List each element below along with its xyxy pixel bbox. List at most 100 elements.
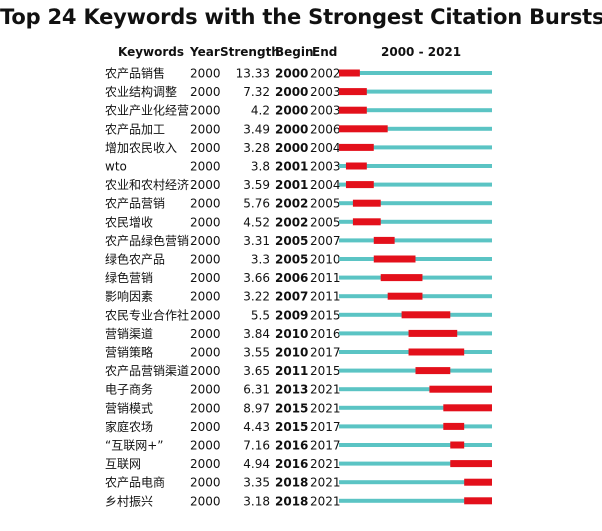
year-value: 2000 — [190, 346, 221, 360]
keyword-label: 农产品加工 — [105, 122, 165, 136]
strength-value: 7.32 — [243, 85, 270, 99]
year-value: 2000 — [190, 85, 221, 99]
keyword-label: 电子商务 — [105, 382, 153, 397]
end-value: 2021 — [310, 457, 341, 471]
strength-value: 3.8 — [251, 160, 270, 174]
strength-value: 3.3 — [251, 253, 270, 267]
begin-value: 2002 — [275, 197, 308, 211]
burst-bar — [352, 199, 381, 207]
strength-value: 13.33 — [236, 67, 270, 81]
timeline-bar — [339, 405, 492, 410]
year-value: 2000 — [190, 197, 221, 211]
burst-bar — [408, 329, 458, 337]
begin-value: 2001 — [275, 178, 308, 192]
end-value: 2006 — [310, 122, 341, 136]
begin-value: 2007 — [275, 290, 308, 304]
strength-value: 6.31 — [243, 383, 270, 397]
burst-bar — [380, 274, 423, 282]
end-value: 2017 — [310, 439, 341, 453]
strength-value: 4.52 — [243, 215, 270, 229]
header-year: Year — [190, 45, 220, 59]
header-range: 2000 - 2021 — [381, 45, 462, 59]
year-value: 2000 — [190, 234, 221, 248]
year-value: 2000 — [190, 160, 221, 174]
year-value: 2000 — [190, 290, 221, 304]
timeline-bar — [339, 71, 492, 75]
timeline-bar — [339, 89, 492, 94]
keyword-label: 绿色营销 — [105, 270, 153, 285]
keyword-label: wto — [105, 160, 127, 174]
burst-bar — [339, 125, 388, 133]
begin-value: 2010 — [275, 327, 308, 341]
year-value: 2000 — [190, 271, 221, 285]
begin-value: 2016 — [275, 457, 308, 471]
strength-value: 7.16 — [243, 439, 270, 453]
begin-value: 2013 — [275, 383, 308, 397]
keyword-label: 互联网 — [105, 457, 141, 471]
strength-value: 4.2 — [251, 104, 270, 118]
end-value: 2021 — [310, 383, 341, 397]
year-value: 2000 — [190, 401, 221, 415]
begin-value: 2009 — [275, 308, 308, 322]
year-value: 2000 — [190, 420, 221, 434]
burst-bar — [464, 478, 492, 486]
year-value: 2000 — [190, 308, 221, 322]
end-value: 2015 — [310, 308, 341, 322]
keyword-label: 家庭农场 — [105, 419, 153, 434]
end-value: 2003 — [310, 160, 341, 174]
burst-bar — [408, 348, 465, 356]
keyword-label: 乡村振兴 — [105, 494, 153, 508]
begin-value: 2002 — [275, 215, 308, 229]
end-value: 2010 — [310, 253, 341, 267]
begin-value: 2000 — [275, 122, 308, 136]
end-value: 2003 — [310, 104, 341, 118]
year-value: 2000 — [190, 457, 221, 471]
keyword-label: 绿色农产品 — [105, 252, 165, 267]
year-value: 2000 — [190, 141, 221, 155]
burst-bar — [401, 311, 451, 319]
end-value: 2021 — [310, 494, 341, 508]
keyword-label: 农产品销售 — [105, 66, 165, 81]
end-value: 2004 — [310, 141, 341, 155]
begin-value: 2011 — [275, 364, 308, 378]
end-value: 2002 — [310, 67, 341, 81]
year-value: 2000 — [190, 383, 221, 397]
timeline-bar — [339, 145, 492, 150]
keyword-label: 农产品营销 — [105, 197, 165, 211]
keyword-label: 农业产业化经营 — [105, 104, 189, 118]
year-value: 2000 — [190, 476, 221, 490]
burst-bar — [387, 292, 423, 300]
year-value: 2000 — [190, 67, 221, 81]
strength-value: 3.31 — [243, 234, 270, 248]
keyword-label: 农业结构调整 — [105, 84, 177, 99]
keyword-label: 营销渠道 — [105, 327, 153, 341]
burst-bar — [352, 218, 381, 226]
end-value: 2021 — [310, 476, 341, 490]
year-value: 2000 — [190, 215, 221, 229]
timeline-bar — [339, 164, 492, 168]
timeline-bar — [339, 498, 492, 503]
keyword-label: 农产品电商 — [105, 475, 165, 490]
strength-value: 3.55 — [243, 346, 270, 360]
strength-value: 4.94 — [243, 457, 270, 471]
year-value: 2000 — [190, 439, 221, 453]
end-value: 2011 — [310, 290, 341, 304]
timeline-bar — [339, 182, 492, 187]
timeline-bar — [339, 201, 492, 206]
begin-value: 2000 — [275, 104, 308, 118]
strength-value: 3.35 — [243, 476, 270, 490]
strength-value: 3.18 — [243, 494, 270, 508]
begin-value: 2006 — [275, 271, 308, 285]
end-value: 2004 — [310, 178, 341, 192]
strength-value: 3.49 — [243, 122, 270, 136]
begin-value: 2005 — [275, 253, 308, 267]
chart-title: Top 24 Keywords with the Strongest Citat… — [0, 5, 602, 29]
year-value: 2000 — [190, 178, 221, 192]
strength-value: 3.65 — [243, 364, 270, 378]
begin-value: 2018 — [275, 494, 308, 508]
header-begin: Begin — [275, 45, 314, 59]
strength-value: 5.5 — [251, 308, 270, 322]
end-value: 2007 — [310, 234, 341, 248]
keyword-label: 影响因素 — [105, 289, 153, 304]
burst-bar — [429, 385, 492, 393]
